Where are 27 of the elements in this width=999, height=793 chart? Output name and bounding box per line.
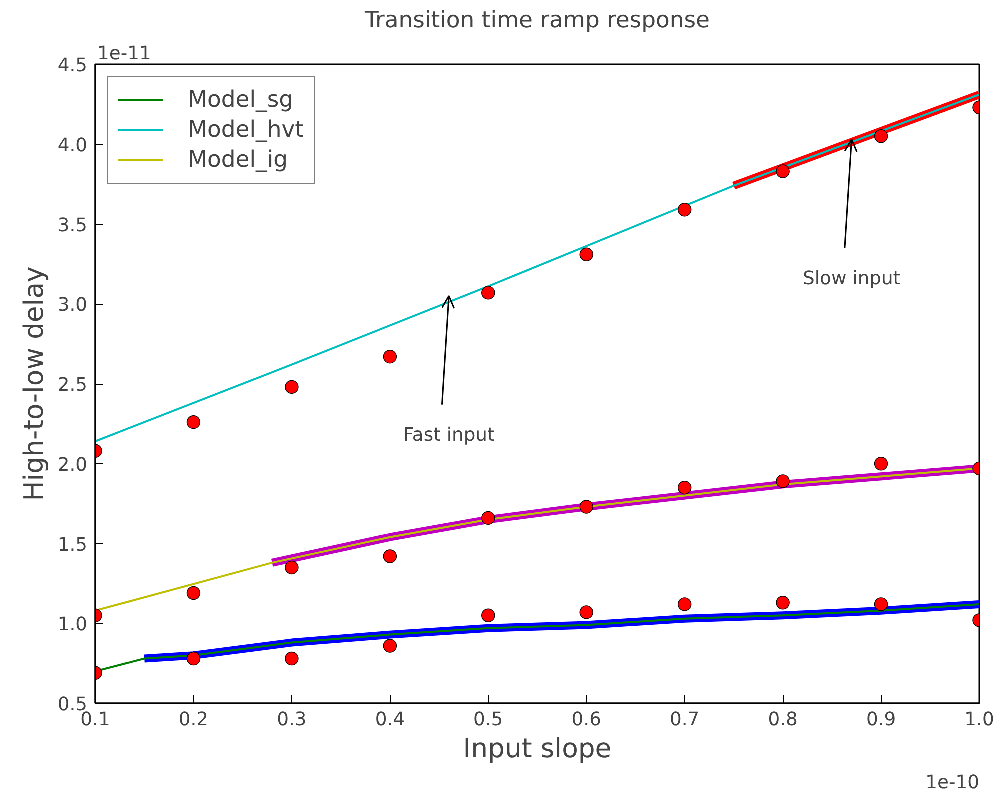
y-tick-label: 1.0 [58,614,88,636]
y-tick-label: 2.0 [58,454,88,476]
y-tick-label: 1.5 [58,534,88,556]
y-tick-label: 4.0 [58,135,88,156]
annotation: Fast input [403,425,495,446]
y-axis-title: High-to-low delay [18,266,50,502]
text: 1e-11 [98,44,152,64]
y-tick-label: 2.5 [58,375,88,396]
x-tick-label: 0.2 [178,710,209,730]
x-tick-label: 0.3 [277,710,307,730]
x-tick-label: 1.0 [964,710,994,730]
legend-label: Model_hvt [188,117,304,143]
x-tick-label: 0.4 [375,710,406,730]
legend-label: Model_sg [188,87,294,113]
text: 1e-10 [926,772,980,793]
y-tick-label: 3.5 [58,215,88,236]
x-tick-label: 0.9 [866,710,896,730]
annotation: Slow input [803,268,901,290]
x-tick-label: 0.8 [768,710,798,730]
legend-label: Model_ig [188,147,288,173]
chart-title: Transition time ramp response [364,8,710,34]
y-tick-label: 4.5 [58,56,88,76]
x-tick-label: 0.7 [670,710,700,730]
y-tick-label: 3.0 [58,295,88,316]
x-tick-label: 0.6 [572,710,602,730]
x-axis-title: Input slope [463,734,612,764]
x-tick-label: 0.5 [474,710,504,730]
